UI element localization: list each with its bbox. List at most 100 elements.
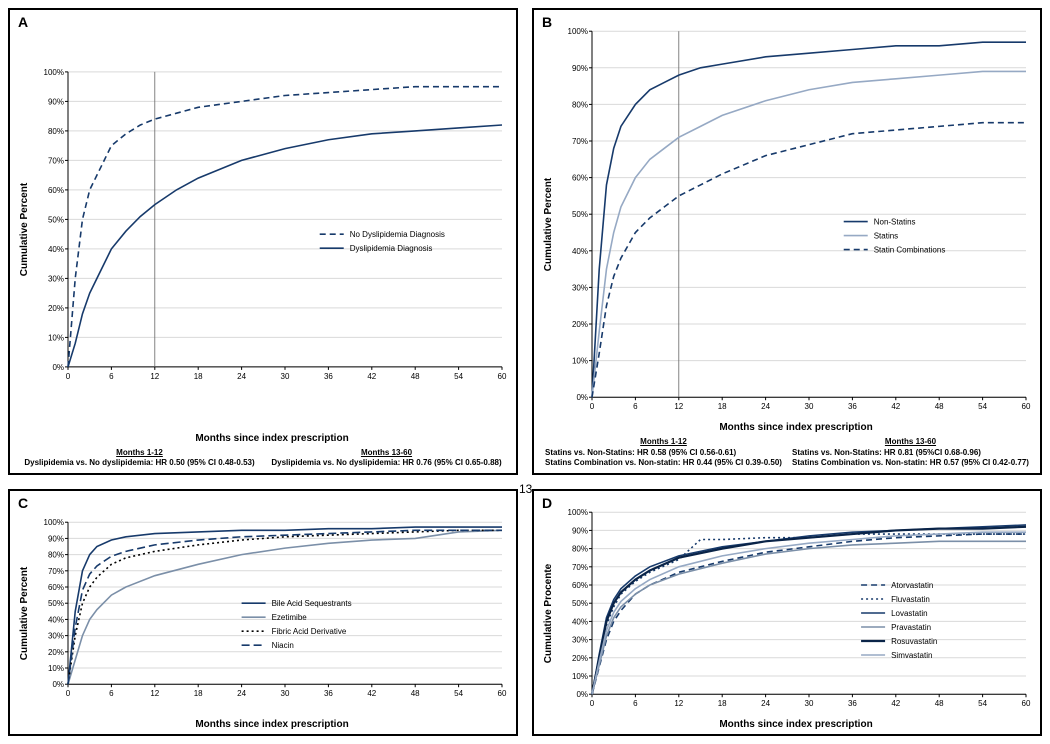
svg-text:Fluvastatin: Fluvastatin <box>891 595 930 604</box>
ylabel-A: Cumulative Percent <box>20 183 31 276</box>
svg-text:0%: 0% <box>52 680 64 689</box>
svg-text:90%: 90% <box>572 526 588 535</box>
svg-text:40%: 40% <box>572 617 588 626</box>
svg-text:60%: 60% <box>48 583 64 592</box>
xlabel-D: Months since index prescription <box>558 719 1034 730</box>
svg-text:10%: 10% <box>48 664 64 673</box>
svg-text:42: 42 <box>891 699 900 708</box>
svg-text:80%: 80% <box>48 127 64 136</box>
svg-text:18: 18 <box>718 699 727 708</box>
svg-text:Rosuvastatin: Rosuvastatin <box>891 637 937 646</box>
svg-text:Statins: Statins <box>874 232 898 241</box>
svg-text:100%: 100% <box>44 518 64 527</box>
svg-text:10%: 10% <box>48 333 64 342</box>
ylabel-D: Cumulative Procente <box>544 564 555 663</box>
svg-text:100%: 100% <box>44 68 64 77</box>
svg-text:60: 60 <box>498 372 507 381</box>
svg-text:Simvastatin: Simvastatin <box>891 651 932 660</box>
svg-text:12: 12 <box>150 689 159 698</box>
svg-text:90%: 90% <box>48 534 64 543</box>
panel-B: B Cumulative Percent 0%10%20%30%40%50%60… <box>532 8 1042 475</box>
svg-text:Atorvastatin: Atorvastatin <box>891 581 933 590</box>
svg-text:54: 54 <box>454 689 463 698</box>
svg-text:Pravastatin: Pravastatin <box>891 623 931 632</box>
svg-text:70%: 70% <box>48 566 64 575</box>
svg-text:30%: 30% <box>572 283 588 292</box>
svg-text:12: 12 <box>150 372 159 381</box>
chart-D: 0%10%20%30%40%50%60%70%80%90%100%0612182… <box>558 497 1034 717</box>
xlabel-B: Months since index prescription <box>558 422 1034 433</box>
svg-text:60: 60 <box>498 689 507 698</box>
svg-text:30: 30 <box>281 372 290 381</box>
svg-text:10%: 10% <box>572 357 588 366</box>
svg-text:60%: 60% <box>572 174 588 183</box>
chart-row-D: Cumulative Procente 0%10%20%30%40%50%60%… <box>540 497 1034 730</box>
svg-text:Lovastatin: Lovastatin <box>891 609 927 618</box>
svg-text:36: 36 <box>324 372 333 381</box>
svg-text:50%: 50% <box>572 210 588 219</box>
chart-row-C: Cumulative Percent 0%10%20%30%40%50%60%7… <box>16 497 510 730</box>
svg-text:No Dyslipidemia Diagnosis: No Dyslipidemia Diagnosis <box>350 230 445 239</box>
page-number: 13 <box>519 482 532 496</box>
svg-text:70%: 70% <box>48 156 64 165</box>
svg-text:30%: 30% <box>48 274 64 283</box>
svg-text:12: 12 <box>674 402 683 411</box>
svg-text:Bile Acid Sequestrants: Bile Acid Sequestrants <box>272 599 352 608</box>
panel-D: D Cumulative Procente 0%10%20%30%40%50%6… <box>532 489 1042 736</box>
svg-text:48: 48 <box>411 689 420 698</box>
svg-text:100%: 100% <box>568 27 588 36</box>
svg-text:42: 42 <box>891 402 900 411</box>
svg-text:50%: 50% <box>48 215 64 224</box>
svg-text:80%: 80% <box>572 544 588 553</box>
svg-text:20%: 20% <box>572 320 588 329</box>
svg-text:18: 18 <box>194 372 203 381</box>
svg-text:60%: 60% <box>48 186 64 195</box>
svg-text:0%: 0% <box>576 690 588 699</box>
svg-text:Non-Statins: Non-Statins <box>874 218 916 227</box>
svg-text:60: 60 <box>1022 402 1031 411</box>
svg-text:100%: 100% <box>568 508 588 517</box>
xlabel-C: Months since index prescription <box>34 719 510 730</box>
svg-text:80%: 80% <box>48 550 64 559</box>
svg-text:10%: 10% <box>572 672 588 681</box>
svg-text:6: 6 <box>109 689 114 698</box>
svg-text:24: 24 <box>237 689 246 698</box>
chart-A: 0%10%20%30%40%50%60%70%80%90%100%0612182… <box>34 16 510 431</box>
svg-text:0%: 0% <box>576 393 588 402</box>
svg-text:40%: 40% <box>48 245 64 254</box>
panel-label-C: C <box>18 495 28 511</box>
svg-text:6: 6 <box>109 372 114 381</box>
svg-text:6: 6 <box>633 699 638 708</box>
svg-text:0: 0 <box>66 689 71 698</box>
svg-text:48: 48 <box>411 372 420 381</box>
chart-row-A: Cumulative Percent 0%10%20%30%40%50%60%7… <box>16 16 510 444</box>
svg-text:12: 12 <box>674 699 683 708</box>
svg-text:30%: 30% <box>48 631 64 640</box>
notes-A-left: Months 1-12 Dyslipidemia vs. No dyslipid… <box>24 448 254 469</box>
svg-text:50%: 50% <box>48 599 64 608</box>
svg-text:0%: 0% <box>52 363 64 372</box>
svg-text:70%: 70% <box>572 562 588 571</box>
svg-text:18: 18 <box>718 402 727 411</box>
svg-text:36: 36 <box>848 402 857 411</box>
svg-text:0: 0 <box>590 402 595 411</box>
svg-text:90%: 90% <box>572 64 588 73</box>
svg-text:30: 30 <box>805 402 814 411</box>
svg-text:36: 36 <box>848 699 857 708</box>
svg-text:54: 54 <box>978 402 987 411</box>
svg-text:40%: 40% <box>572 247 588 256</box>
svg-text:60%: 60% <box>572 581 588 590</box>
svg-text:18: 18 <box>194 689 203 698</box>
svg-text:90%: 90% <box>48 97 64 106</box>
svg-text:80%: 80% <box>572 100 588 109</box>
panel-C: C Cumulative Percent 0%10%20%30%40%50%60… <box>8 489 518 736</box>
xlabel-A: Months since index prescription <box>34 433 510 444</box>
svg-text:30%: 30% <box>572 635 588 644</box>
svg-text:30: 30 <box>281 689 290 698</box>
svg-text:40%: 40% <box>48 615 64 624</box>
svg-text:70%: 70% <box>572 137 588 146</box>
svg-text:Niacin: Niacin <box>272 641 294 650</box>
svg-text:20%: 20% <box>572 653 588 662</box>
notes-B-right: Months 13-60 Statins vs. Non-Statins: HR… <box>792 437 1029 468</box>
ylabel-C: Cumulative Percent <box>20 567 31 660</box>
